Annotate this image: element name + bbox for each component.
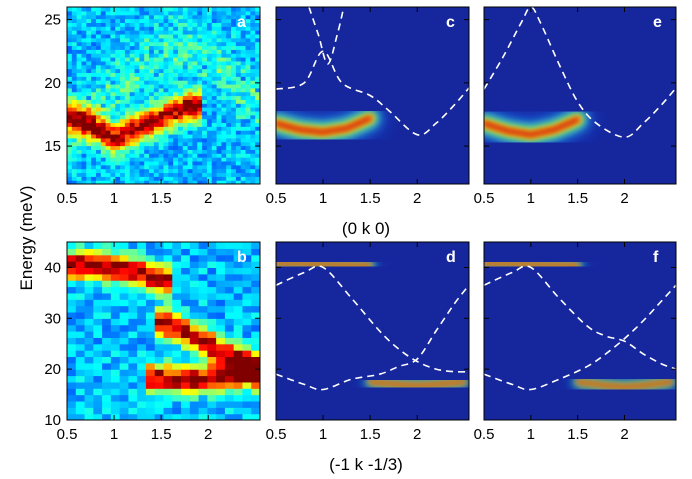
panel-f-dispersion-curve-1	[484, 265, 676, 370]
panel-e-band-0	[484, 118, 579, 136]
panel-d: 0.5 1 1.5 2 d	[266, 241, 470, 443]
panel-a-xtick-label: 1.5	[151, 190, 172, 207]
panel-b-plot-area	[67, 242, 260, 420]
panel-b-xtick-label: 2	[204, 426, 212, 443]
panel-b-xtick-label: 1.5	[151, 426, 172, 443]
panel-a-ytick-label: 25	[44, 12, 61, 29]
panel-c-xtick-label: 1.5	[360, 190, 381, 207]
panel-f-band-0	[484, 262, 579, 267]
panel-f-label: f	[653, 249, 659, 266]
panel-b-ytick-label: 30	[44, 310, 61, 327]
panel-c: 0.5 1 1.5 2 c	[266, 6, 470, 207]
panel-d-xtick-label: 2	[413, 426, 421, 443]
panel-c-xtick-label: 0.5	[266, 190, 287, 207]
panel-a-label: a	[237, 14, 246, 31]
panel-f-xtick-label: 1.5	[567, 426, 588, 443]
panel-e-xtick-label: 1	[527, 190, 535, 207]
panel-c-label: c	[446, 14, 455, 31]
panel-d-band-0	[276, 262, 371, 267]
panel-d-band-1	[369, 381, 466, 387]
panel-a-xtick-label: 0.5	[57, 190, 78, 207]
panel-e-xtick-label: 2	[620, 190, 628, 207]
y-axis-label: Energy (meV)	[17, 186, 36, 291]
panel-d-dispersion-curve-0	[276, 284, 469, 391]
panel-b: 0.5 1 1.5 2 10 20 30 40 b	[44, 241, 261, 443]
panels-layer: 0.5 1 1.5 2 15 20 25 a 0.5 1 1.5 2 c 0.5 1 1.5 2 e 0.5 1 1.5…	[44, 6, 677, 443]
panel-c-dispersion-curve-1	[308, 7, 345, 65]
panel-c-plot-area	[276, 7, 469, 184]
panel-e-frame	[483, 6, 677, 185]
panel-f-band-1	[576, 381, 673, 388]
panel-c-xtick-label: 2	[413, 190, 421, 207]
panel-f-xtick-label: 2	[620, 426, 628, 443]
panel-b-xtick-label: 0.5	[57, 426, 78, 443]
panel-d-dispersion-curve-1	[276, 265, 469, 373]
panel-c-band-0	[276, 117, 372, 134]
panel-d-xtick-label: 0.5	[266, 426, 287, 443]
panel-d-xtick-label: 1	[319, 426, 327, 443]
panel-f-xtick-label: 1	[527, 426, 535, 443]
x-axis-label-top: (0 k 0)	[342, 219, 390, 238]
panel-d-label: d	[446, 249, 456, 266]
panel-a-ytick-label: 20	[44, 75, 61, 92]
panel-f-frame	[483, 241, 677, 421]
panel-b-ytick-label: 40	[44, 259, 61, 276]
panel-a-xtick-label: 2	[204, 190, 212, 207]
panel-a-plot-area	[67, 7, 260, 184]
panel-c-xtick-label: 1	[319, 190, 327, 207]
panel-b-frame	[66, 241, 261, 421]
panel-b-ytick-label: 10	[44, 412, 61, 429]
panel-d-xtick-label: 1.5	[360, 426, 381, 443]
panel-f-dispersion-curve-0	[484, 284, 676, 391]
panel-a: 0.5 1 1.5 2 15 20 25 a	[44, 6, 261, 207]
panel-e-label: e	[653, 14, 662, 31]
panel-a-ytick-label: 15	[44, 138, 61, 155]
panel-f: 0.5 1 1.5 2 f	[474, 241, 677, 443]
panel-c-frame	[275, 6, 470, 185]
panel-b-label: b	[237, 249, 247, 266]
panel-e-xtick-label: 1.5	[567, 190, 588, 207]
panel-f-plot-area	[484, 242, 676, 420]
panel-e-xtick-label: 0.5	[474, 190, 495, 207]
panel-c-dispersion-curve-0	[276, 50, 469, 136]
panel-e-dispersion-curve-0	[484, 7, 676, 139]
panel-e-plot-area	[484, 7, 676, 184]
x-axis-label-bottom: (-1 k -1/3)	[329, 455, 403, 474]
panel-e: 0.5 1 1.5 2 e	[474, 6, 677, 207]
panel-f-xtick-label: 0.5	[474, 426, 495, 443]
panel-a-xtick-label: 1	[110, 190, 118, 207]
panel-b-ytick-label: 20	[44, 361, 61, 378]
panel-a-frame	[66, 6, 261, 185]
panel-b-xtick-label: 1	[110, 426, 118, 443]
panel-d-plot-area	[276, 242, 469, 420]
panel-d-frame	[275, 241, 470, 421]
